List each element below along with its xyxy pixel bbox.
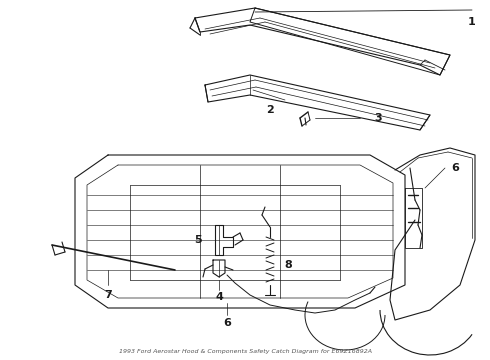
Text: 7: 7 — [104, 290, 112, 300]
Text: 6: 6 — [223, 318, 231, 328]
Text: 5: 5 — [194, 235, 202, 245]
Text: 8: 8 — [284, 260, 292, 270]
Text: 3: 3 — [374, 113, 382, 123]
Text: 6: 6 — [451, 163, 459, 173]
Text: 4: 4 — [215, 292, 223, 302]
Text: 2: 2 — [266, 105, 274, 115]
Text: 1: 1 — [468, 17, 476, 27]
Text: 1993 Ford Aerostar Hood & Components Safety Catch Diagram for E69Z16892A: 1993 Ford Aerostar Hood & Components Saf… — [119, 350, 371, 355]
